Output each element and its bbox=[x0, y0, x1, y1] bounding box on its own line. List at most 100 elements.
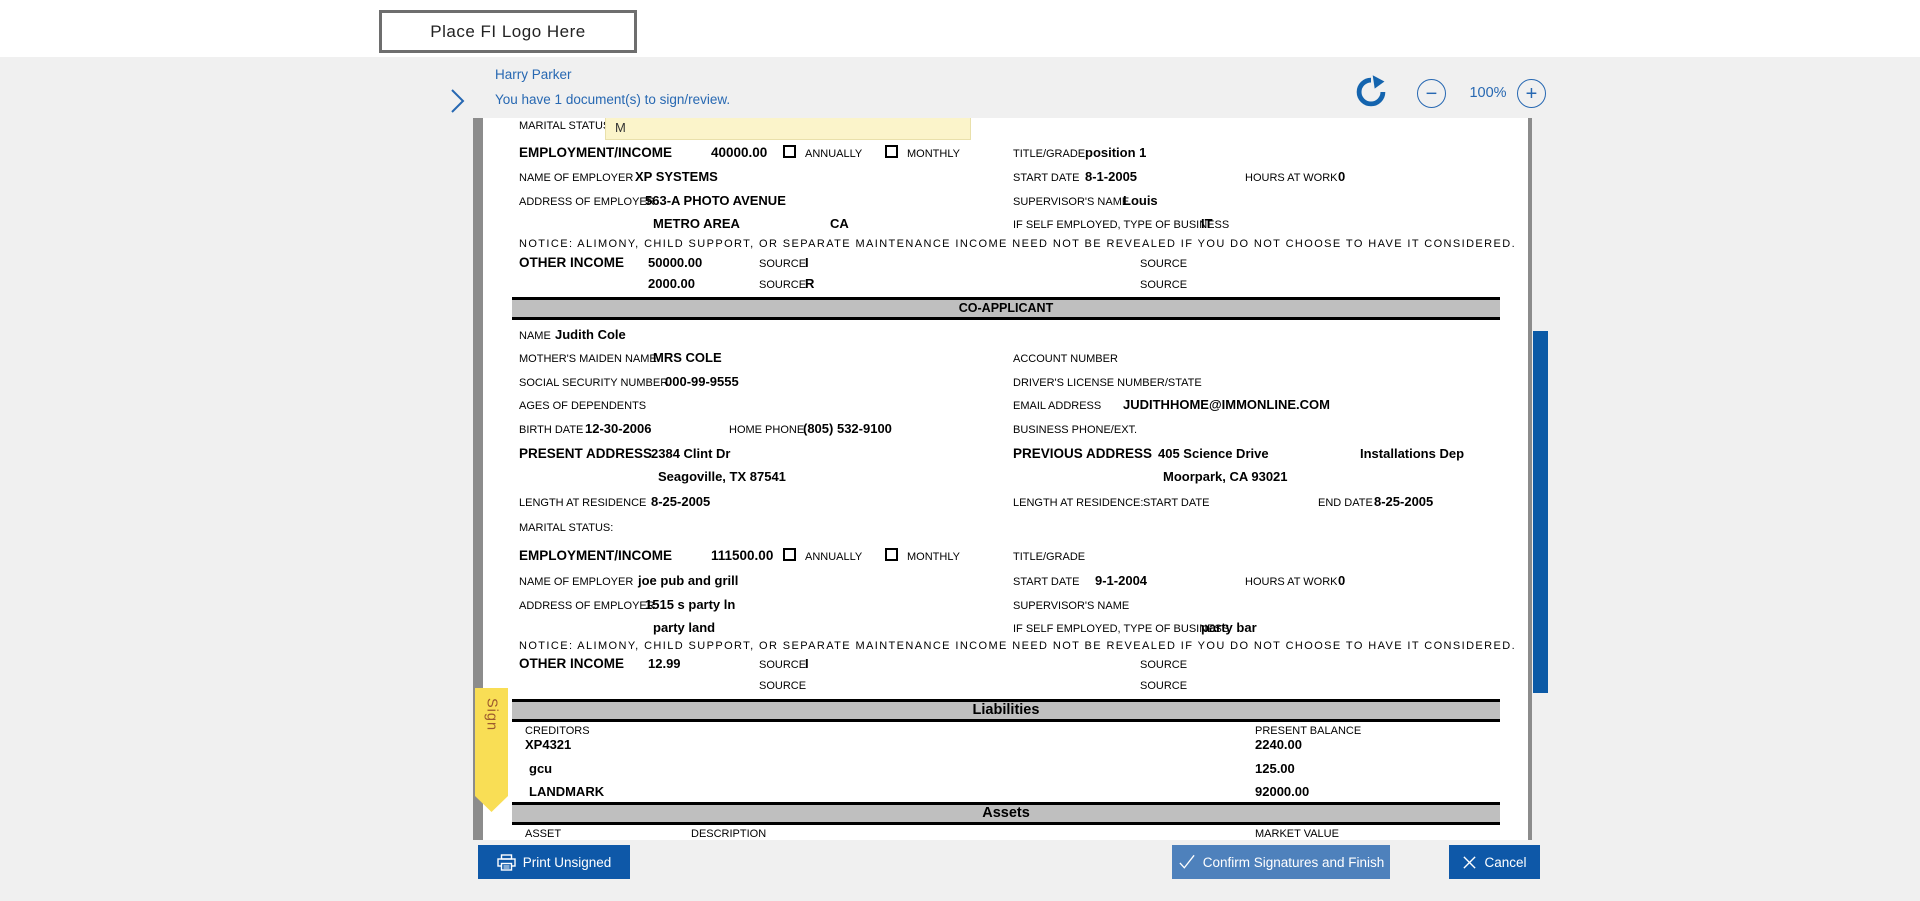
source-label: SOURCE bbox=[759, 258, 807, 270]
co-address-of-employer-value: 1515 s party ln bbox=[645, 597, 736, 612]
present-address-label: PRESENT ADDRESS bbox=[519, 446, 653, 461]
length-at-residence-label: LENGTH AT RESIDENCE bbox=[519, 497, 647, 509]
print-unsigned-label: Print Unsigned bbox=[522, 854, 612, 870]
annually-label: ANNUALLY bbox=[805, 148, 863, 160]
length-at-residence-value: 8-25-2005 bbox=[651, 494, 711, 509]
co-other-income-value: 12.99 bbox=[648, 656, 681, 671]
ssn-label: SOCIAL SECURITY NUMBER bbox=[519, 377, 669, 389]
birth-date-value: 12-30-2006 bbox=[585, 421, 652, 436]
liability-row: gcu 125.00 bbox=[483, 761, 1528, 780]
source-label: SOURCE bbox=[759, 659, 807, 671]
user-name: Harry Parker bbox=[495, 67, 572, 82]
employer-city-value: METRO AREA bbox=[653, 216, 740, 231]
document-right-scrollbar-track[interactable] bbox=[1528, 118, 1532, 840]
document-page: MARITAL STATUS: M EMPLOYMENT/INCOME 4000… bbox=[483, 118, 1528, 840]
chevron-right-icon[interactable] bbox=[450, 88, 466, 114]
employment-income-value: 40000.00 bbox=[711, 145, 768, 160]
cancel-button[interactable]: Cancel bbox=[1449, 845, 1540, 879]
annually-label: ANNUALLY bbox=[805, 551, 863, 563]
hours-at-work-label: HOURS AT WORK bbox=[1245, 576, 1338, 588]
source-label: SOURCE bbox=[1140, 659, 1188, 671]
annually-checkbox[interactable] bbox=[783, 145, 796, 158]
previous-address-label: PREVIOUS ADDRESS bbox=[1013, 446, 1153, 461]
present-address-value: 2384 Clint Dr bbox=[651, 446, 731, 461]
end-date-label: END DATE bbox=[1318, 497, 1373, 509]
title-grade-value: position 1 bbox=[1085, 145, 1147, 160]
zoom-level: 100% bbox=[1469, 85, 1507, 101]
alimony-notice: NOTICE: ALIMONY, CHILD SUPPORT, OR SEPAR… bbox=[519, 640, 1517, 652]
marital-status-label: MARITAL STATUS: bbox=[519, 120, 614, 132]
title-grade-label: TITLE/GRADE bbox=[1013, 551, 1086, 563]
print-unsigned-button[interactable]: Print Unsigned bbox=[478, 845, 630, 879]
monthly-label: MONTHLY bbox=[907, 148, 960, 160]
cancel-label: Cancel bbox=[1484, 854, 1527, 870]
zoom-in-button[interactable]: + bbox=[1517, 79, 1546, 108]
supervisors-name-label: SUPERVISOR'S NAME bbox=[1013, 600, 1130, 612]
marital-status-input[interactable]: M bbox=[605, 118, 971, 140]
co-start-date-value: 9-1-2004 bbox=[1095, 573, 1148, 588]
top-bar: Place FI Logo Here bbox=[0, 0, 1920, 57]
email-address-value: JUDITHHOME@IMMONLINE.COM bbox=[1123, 397, 1330, 412]
start-date-label: START DATE bbox=[1143, 497, 1210, 509]
fi-logo-placeholder: Place FI Logo Here bbox=[379, 10, 637, 53]
name-of-employer-label: NAME OF EMPLOYER bbox=[519, 172, 634, 184]
creditor-value: gcu bbox=[529, 761, 553, 776]
co-employment-income-value: 111500.00 bbox=[711, 548, 774, 563]
monthly-checkbox[interactable] bbox=[885, 548, 898, 561]
co-applicant-section-header: CO-APPLICANT bbox=[512, 297, 1500, 320]
other-income-value-2: 2000.00 bbox=[648, 276, 695, 291]
start-date-label: START DATE bbox=[1013, 172, 1080, 184]
home-phone-label: HOME PHONE bbox=[729, 424, 805, 436]
self-employed-label: IF SELF EMPLOYED, TYPE OF BUSINESS bbox=[1013, 219, 1230, 231]
mothers-maiden-name-value: MRS COLE bbox=[653, 350, 722, 365]
creditors-label: CREDITORS bbox=[525, 725, 590, 737]
name-of-employer-label: NAME OF EMPLOYER bbox=[519, 576, 634, 588]
marital-status-label: MARITAL STATUS: bbox=[519, 522, 614, 534]
length-at-residence2-label: LENGTH AT RESIDENCE: bbox=[1013, 497, 1144, 509]
balance-value: 92000.00 bbox=[1255, 784, 1310, 799]
end-date-value: 8-25-2005 bbox=[1374, 494, 1434, 509]
ages-of-dependents-label: AGES OF DEPENDENTS bbox=[519, 400, 647, 412]
alimony-notice: NOTICE: ALIMONY, CHILD SUPPORT, OR SEPAR… bbox=[519, 238, 1517, 250]
email-address-label: EMAIL ADDRESS bbox=[1013, 400, 1102, 412]
previous-address-value: 405 Science Drive bbox=[1158, 446, 1269, 461]
source-label: SOURCE bbox=[1140, 680, 1188, 692]
creditor-value: LANDMARK bbox=[529, 784, 605, 799]
present-balance-label: PRESENT BALANCE bbox=[1255, 725, 1362, 737]
drivers-license-label: DRIVER'S LICENSE NUMBER/STATE bbox=[1013, 377, 1202, 389]
annually-checkbox[interactable] bbox=[783, 548, 796, 561]
co-employer-city-value: party land bbox=[653, 620, 716, 635]
checkmark-icon bbox=[1179, 854, 1195, 869]
creditor-value: XP4321 bbox=[525, 737, 572, 752]
liability-row: XP4321 2240.00 bbox=[483, 737, 1528, 756]
home-phone-value: (805) 532-9100 bbox=[803, 421, 892, 436]
birth-date-label: BIRTH DATE bbox=[519, 424, 584, 436]
previous-address-extra-value: Installations Dep bbox=[1360, 446, 1465, 461]
asset-label: ASSET bbox=[525, 828, 562, 840]
supervisors-name-value: Louis bbox=[1123, 193, 1158, 208]
monthly-checkbox[interactable] bbox=[885, 145, 898, 158]
sign-here-tab[interactable]: Sign bbox=[475, 688, 508, 812]
source-value-1: I bbox=[805, 255, 809, 270]
self-employed-value: IT bbox=[1201, 216, 1213, 231]
scrollbar-thumb[interactable] bbox=[1533, 331, 1548, 693]
marital-status-value: M bbox=[615, 120, 626, 135]
address-of-employer-label: ADDRESS OF EMPLOYER bbox=[519, 196, 655, 208]
supervisors-name-label: SUPERVISOR'S NAME bbox=[1013, 196, 1130, 208]
source-label: SOURCE bbox=[759, 680, 807, 692]
employment-income-label: EMPLOYMENT/INCOME bbox=[519, 145, 673, 160]
zoom-out-button[interactable]: − bbox=[1417, 79, 1446, 108]
liability-row: LANDMARK 92000.00 bbox=[483, 784, 1528, 803]
balance-value: 125.00 bbox=[1255, 761, 1295, 776]
confirm-signatures-button[interactable]: Confirm Signatures and Finish bbox=[1172, 845, 1390, 879]
title-grade-label: TITLE/GRADE bbox=[1013, 148, 1086, 160]
liabilities-section-header: Liabilities bbox=[512, 699, 1500, 722]
fi-logo-text: Place FI Logo Here bbox=[430, 21, 586, 41]
hours-at-work-value: 0 bbox=[1338, 169, 1346, 184]
co-source-value: I bbox=[805, 656, 809, 671]
start-date-label: START DATE bbox=[1013, 576, 1080, 588]
mothers-maiden-name-label: MOTHER'S MAIDEN NAME bbox=[519, 353, 657, 365]
market-value-label: MARKET VALUE bbox=[1255, 828, 1339, 840]
refresh-icon[interactable] bbox=[1354, 75, 1388, 109]
document-left-scrollbar-track[interactable] bbox=[473, 118, 483, 840]
